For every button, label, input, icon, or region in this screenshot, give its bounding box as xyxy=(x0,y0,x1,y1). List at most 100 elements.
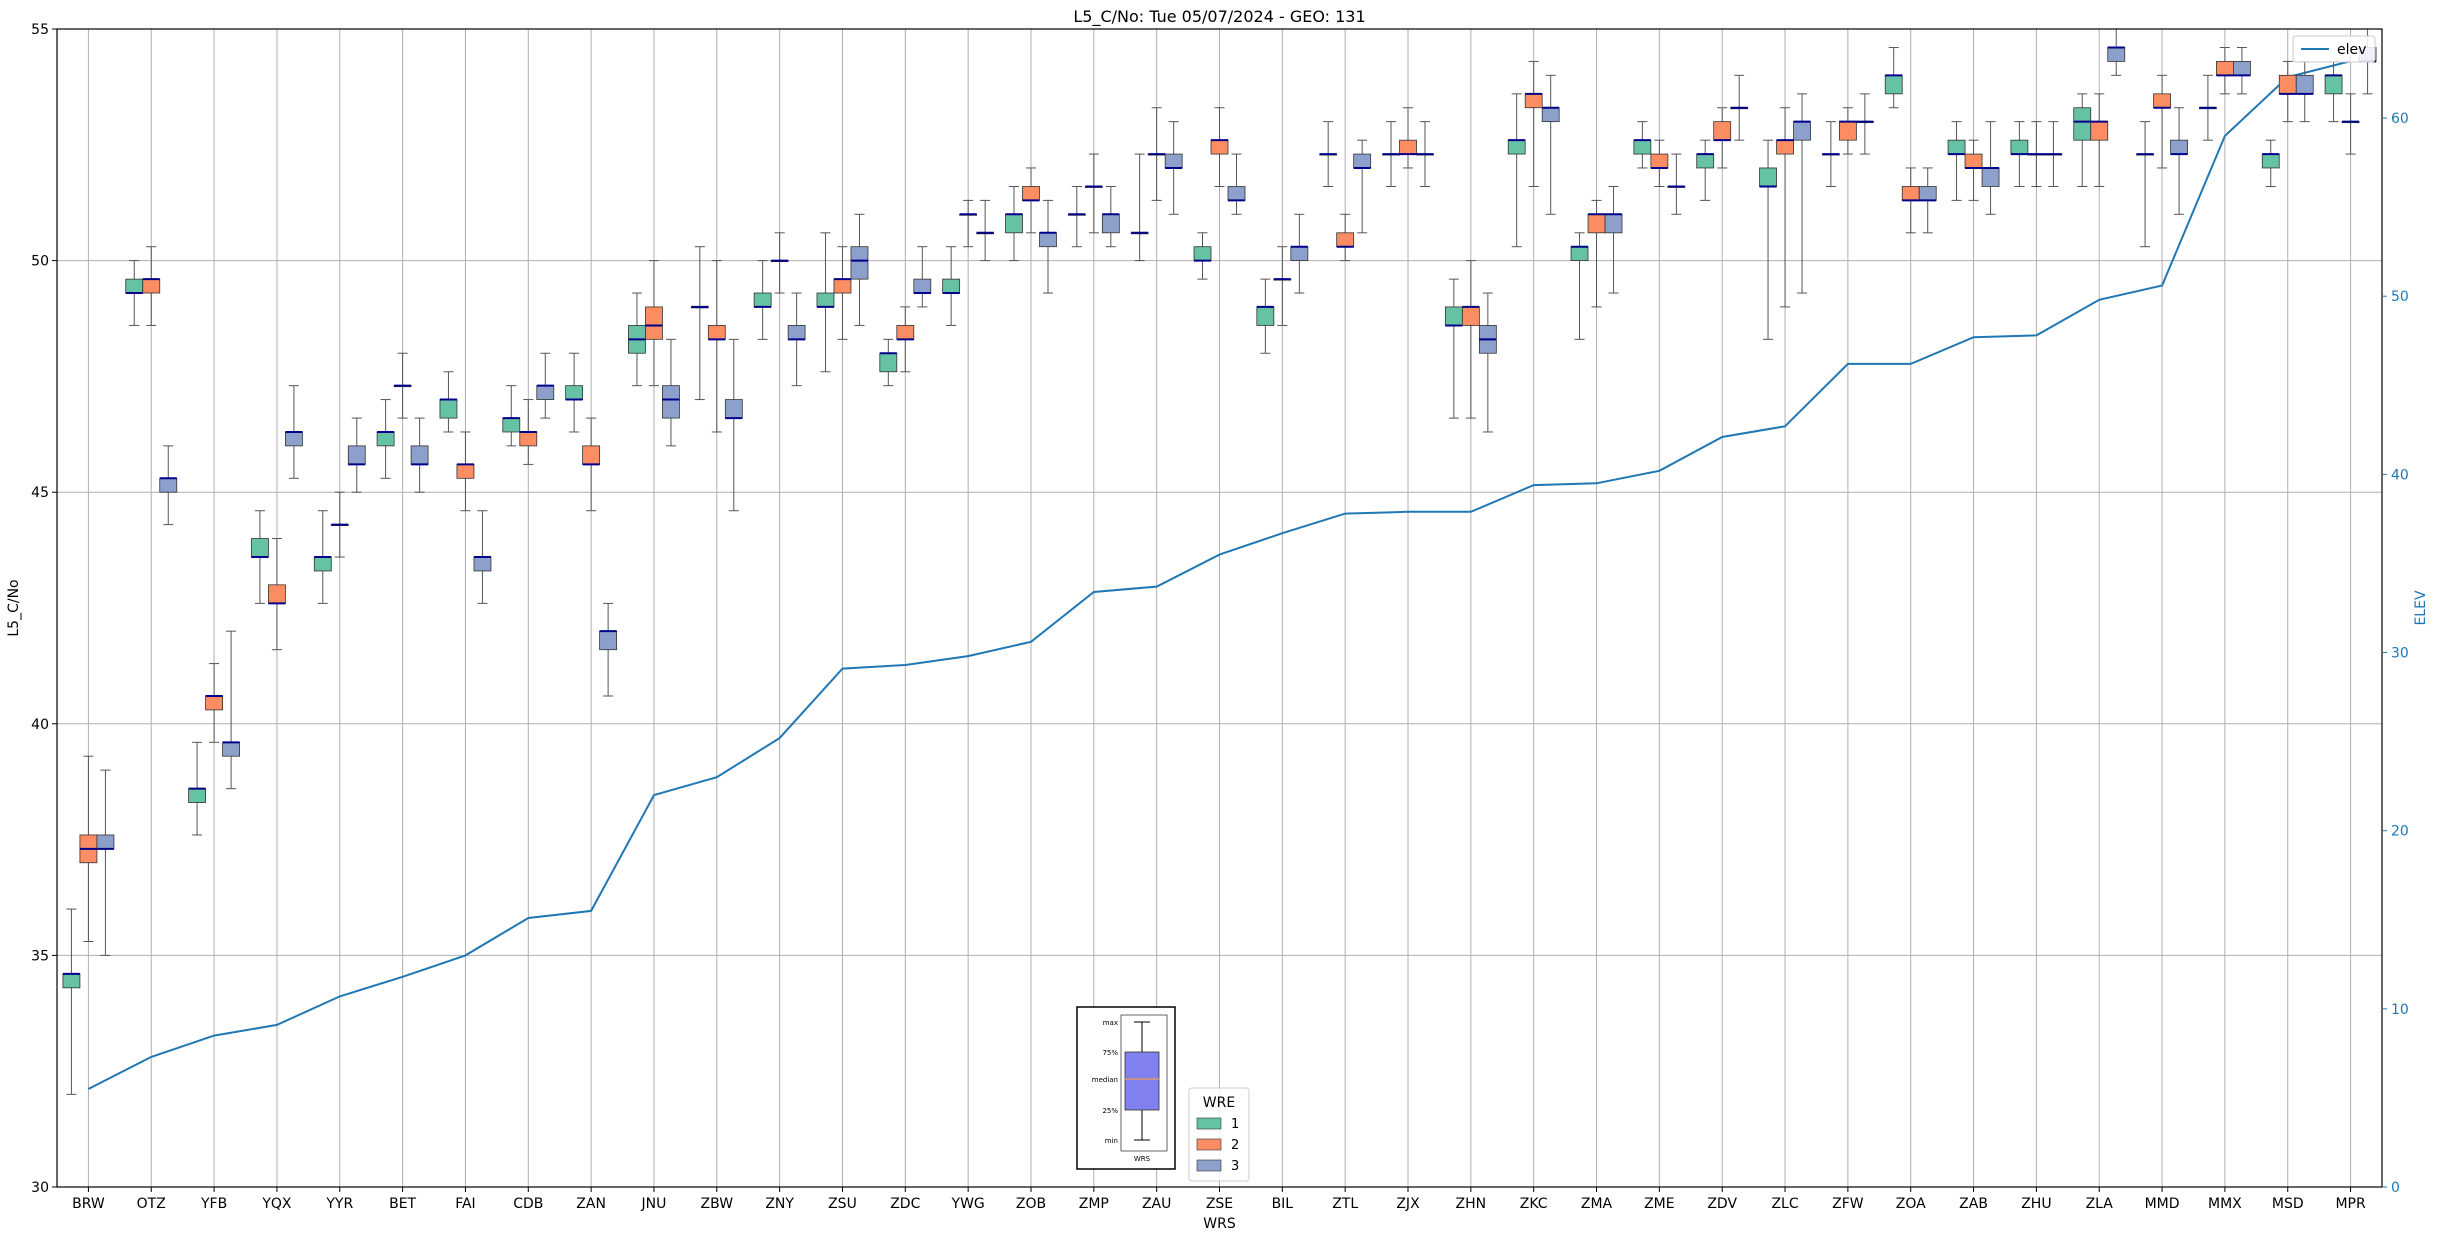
wre-legend-title: WRE xyxy=(1203,1095,1235,1111)
box-wre-3-ywg xyxy=(976,199,995,262)
box-body xyxy=(2261,153,2280,169)
x-tick-label: YWG xyxy=(951,1196,985,1212)
box-wre-3-zmp xyxy=(1101,185,1120,248)
y-tick-label: 50 xyxy=(31,254,49,270)
y-tick-label: 35 xyxy=(31,948,49,964)
box-body xyxy=(1776,139,1794,155)
box-body xyxy=(1541,107,1560,123)
box-body xyxy=(724,399,743,419)
box-wre-3-mmx xyxy=(2233,47,2251,95)
box-wre-1-zhu xyxy=(2010,121,2029,187)
box-body xyxy=(2278,74,2297,95)
x-tick-label: ZBW xyxy=(701,1196,734,1212)
box-wre-1-zlc xyxy=(1759,139,1777,340)
x-tick-label: MMX xyxy=(2208,1196,2242,1212)
box-wre-1-mmd xyxy=(2136,121,2154,248)
box-wre-1-yyr xyxy=(313,510,332,604)
box-body xyxy=(787,325,806,340)
box-wre-3-zhn xyxy=(1478,292,1497,433)
x-tick-label: ZHU xyxy=(2021,1196,2051,1212)
box-body xyxy=(519,431,538,447)
box-wre-1-yfb xyxy=(188,741,206,836)
box-wre-3-zhu xyxy=(2044,121,2063,187)
box-wre-3-fai xyxy=(473,510,492,604)
box-wre-2-zhu xyxy=(2027,121,2046,187)
box-body xyxy=(1696,153,1715,169)
box-wre-3-zan xyxy=(599,602,618,697)
wre-legend-swatch xyxy=(1196,1159,1222,1172)
box-wre-3-zdv xyxy=(1730,74,1749,141)
x-tick-label: ZAN xyxy=(576,1196,606,1212)
box-wre-2-zbw xyxy=(707,260,726,433)
box-body xyxy=(1101,213,1120,234)
y-tick-label: 55 xyxy=(31,22,49,38)
x-tick-label: BET xyxy=(389,1196,416,1212)
box-body xyxy=(159,477,178,493)
box-wre-1-jnu xyxy=(628,292,646,387)
box-body xyxy=(2295,74,2314,95)
x-tick-label: BRW xyxy=(72,1196,105,1212)
right-y-tick-label: 40 xyxy=(2391,467,2409,483)
x-tick-label: ZAB xyxy=(1959,1196,1988,1212)
x-tick-label: YQX xyxy=(261,1196,292,1212)
box-body xyxy=(285,431,303,447)
box-body xyxy=(502,417,521,433)
box-wre-3-zau xyxy=(1164,121,1183,215)
y-tick-label: 40 xyxy=(31,717,49,733)
box-wre-2-ywg xyxy=(959,199,978,248)
box-wre-1-bil xyxy=(1256,278,1275,354)
wre-legend-label: 3 xyxy=(1231,1159,1239,1174)
box-wre-2-bet xyxy=(393,352,412,419)
wre-legend: WRE 1 2 3 xyxy=(1188,1087,1250,1182)
box-wre-2-zme xyxy=(1650,139,1669,187)
box-wre-2-zkc xyxy=(1524,60,1543,187)
box-body xyxy=(268,584,286,604)
box-wre-2-yyr xyxy=(330,491,349,558)
box-body xyxy=(1570,246,1589,261)
box-body xyxy=(142,278,161,294)
elev-legend-label: elev xyxy=(2337,42,2366,58)
box-wre-1-mmx xyxy=(2199,74,2217,141)
y-axis-label: L5_C/No xyxy=(6,579,22,636)
box-wre-2-zau xyxy=(1147,107,1166,201)
box-body xyxy=(1918,186,1937,201)
box-wre-3-otz xyxy=(159,445,178,526)
box-body xyxy=(125,278,144,294)
elev-legend: elev xyxy=(2292,35,2376,63)
box-wre-2-brw xyxy=(79,755,98,943)
key-label: median xyxy=(1092,1076,1118,1084)
x-tick-label: CDB xyxy=(513,1196,543,1212)
wre-legend-label: 2 xyxy=(1231,1138,1239,1153)
box-body xyxy=(1981,167,2000,187)
box-body xyxy=(376,431,395,447)
box-wre-1-mpr xyxy=(2324,60,2343,123)
box-body xyxy=(1210,139,1229,155)
axis-layer: BRW OTZ YFB YQX YYR BET FAI CDB ZAN JNU ZBW ZNY ZSU Z… xyxy=(31,22,2409,1212)
wre-legend-swatch xyxy=(1196,1138,1222,1151)
box-wre-2-yqx xyxy=(268,538,286,651)
box-body xyxy=(1444,306,1463,326)
box-body xyxy=(1353,153,1372,169)
box-wre-1-zan xyxy=(565,352,584,433)
box-wre-1-zau xyxy=(1130,153,1149,262)
box-body xyxy=(599,630,618,651)
box-wre-2-bil xyxy=(1273,246,1292,326)
box-body xyxy=(1759,167,1777,187)
box-wre-3-zse xyxy=(1227,153,1246,215)
x-tick-label: ZSU xyxy=(828,1196,857,1212)
right-y-tick-label: 60 xyxy=(2391,111,2409,127)
box-body xyxy=(1713,121,1732,141)
x-tick-label: ZOA xyxy=(1896,1196,1926,1212)
box-wre-1-zob xyxy=(1005,185,1023,262)
box-body xyxy=(2170,139,2188,155)
box-wre-3-msd xyxy=(2295,60,2314,123)
box-wre-3-cdb xyxy=(536,352,555,419)
box-body xyxy=(833,278,852,294)
box-body xyxy=(313,556,332,572)
box-body xyxy=(645,306,663,340)
box-wre-3-ztl xyxy=(1353,139,1372,234)
box-wre-2-cdb xyxy=(519,399,538,465)
right-y-tick-label: 30 xyxy=(2391,646,2409,662)
box-body xyxy=(2324,74,2343,95)
box-wre-3-zbw xyxy=(724,338,743,512)
